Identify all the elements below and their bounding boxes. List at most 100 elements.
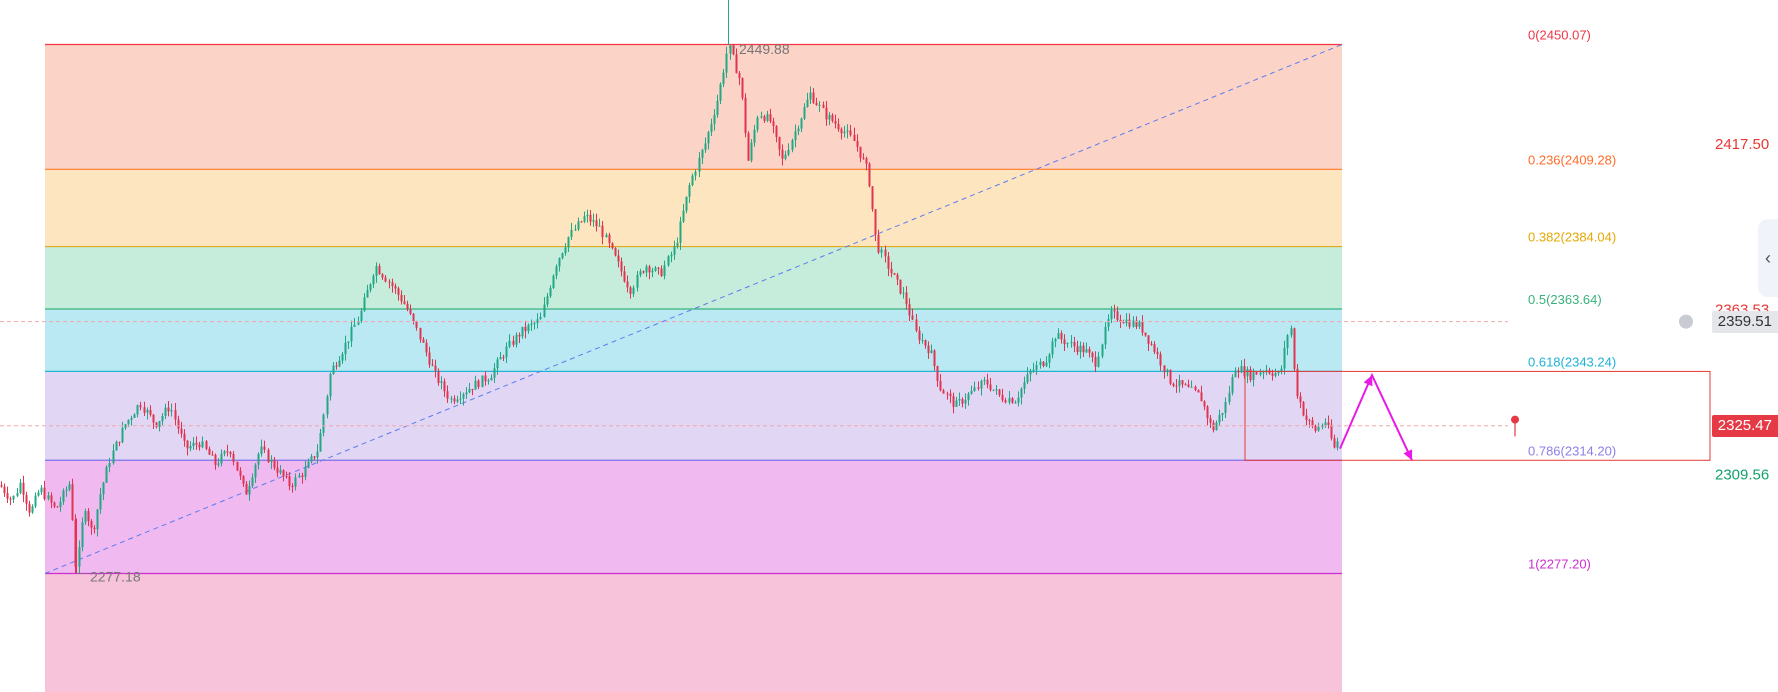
candle-body bbox=[434, 365, 437, 371]
candle-body bbox=[766, 114, 769, 121]
candle-body bbox=[756, 117, 759, 130]
candle-body bbox=[918, 330, 921, 341]
candle-body bbox=[391, 282, 394, 287]
candle-body bbox=[539, 316, 542, 320]
candle-body bbox=[465, 392, 468, 395]
candle-body bbox=[642, 271, 645, 273]
candle-body bbox=[626, 281, 629, 288]
candle-body bbox=[260, 446, 263, 454]
candle-body bbox=[288, 476, 291, 487]
candle-body bbox=[1017, 397, 1020, 403]
candle-body bbox=[1175, 385, 1178, 387]
candle-body bbox=[1045, 362, 1048, 367]
candle-body bbox=[530, 323, 533, 325]
candle-body bbox=[319, 432, 322, 452]
fib-label-0: 0(2450.07) bbox=[1528, 28, 1591, 43]
candle-body bbox=[1296, 368, 1299, 397]
candle-body bbox=[298, 475, 301, 478]
candle-body bbox=[28, 503, 31, 513]
candle-body bbox=[791, 140, 794, 150]
candle-body bbox=[983, 379, 986, 381]
candle-body bbox=[1051, 341, 1054, 355]
candle-body bbox=[527, 324, 530, 332]
candle-body bbox=[1218, 414, 1221, 423]
candle-body bbox=[263, 446, 266, 450]
candle-body bbox=[353, 324, 356, 327]
candle-body bbox=[508, 340, 511, 347]
candle-body bbox=[1097, 356, 1100, 367]
candle-body bbox=[1311, 420, 1314, 426]
candle-body bbox=[68, 484, 71, 490]
candle-body bbox=[1094, 357, 1097, 367]
candle-body bbox=[316, 451, 319, 458]
candle-body bbox=[921, 340, 924, 342]
candle-body bbox=[146, 409, 149, 413]
candle-body bbox=[567, 237, 570, 248]
candle-body bbox=[815, 102, 818, 106]
candle-body bbox=[1237, 370, 1240, 373]
collapse-panel-button[interactable]: ‹ bbox=[1758, 219, 1778, 297]
candle-body bbox=[1029, 370, 1032, 375]
candle-body bbox=[12, 495, 15, 500]
fib-band-0.618 bbox=[45, 371, 1342, 461]
candle-body bbox=[586, 214, 589, 217]
candle-body bbox=[856, 141, 859, 147]
candle-body bbox=[797, 128, 800, 132]
candle-body bbox=[1212, 422, 1215, 431]
candle-body bbox=[1147, 335, 1150, 344]
candle-body bbox=[732, 45, 735, 55]
candle-body bbox=[1271, 373, 1274, 376]
candle-body bbox=[347, 341, 350, 343]
candle-body bbox=[372, 275, 375, 285]
high-price-label: 2449.88 bbox=[739, 41, 790, 57]
candle-body bbox=[47, 495, 50, 499]
candle-body bbox=[422, 339, 425, 343]
candle-body bbox=[375, 266, 378, 276]
candle-body bbox=[440, 381, 443, 383]
candle-body bbox=[670, 254, 673, 257]
candle-body bbox=[515, 334, 518, 345]
candle-body bbox=[880, 249, 883, 253]
candle-body bbox=[716, 100, 719, 115]
candle-body bbox=[1221, 413, 1224, 415]
candle-body bbox=[794, 131, 797, 141]
candle-body bbox=[784, 154, 787, 159]
candle-body bbox=[1308, 420, 1311, 422]
candle-body bbox=[1280, 368, 1283, 372]
candle-body bbox=[812, 92, 815, 103]
candle-body bbox=[164, 407, 167, 416]
candle-body bbox=[62, 490, 65, 502]
candle-body bbox=[273, 459, 276, 468]
fib-label-0.382: 0.382(2384.04) bbox=[1528, 230, 1616, 245]
candle-body bbox=[713, 114, 716, 124]
candle-body bbox=[1079, 345, 1082, 353]
candle-body bbox=[995, 389, 998, 391]
candle-body bbox=[326, 396, 329, 415]
candle-body bbox=[31, 506, 34, 513]
candle-body bbox=[406, 303, 409, 310]
candle-body bbox=[1169, 369, 1172, 384]
candle-body bbox=[536, 319, 539, 324]
candle-body bbox=[1113, 310, 1116, 312]
candle-body bbox=[896, 274, 899, 280]
candle-body bbox=[1187, 384, 1190, 387]
candle-body bbox=[781, 149, 784, 159]
candle-body bbox=[601, 225, 604, 238]
candle-body bbox=[1054, 339, 1057, 342]
candle-body bbox=[533, 323, 536, 325]
candle-body bbox=[741, 78, 744, 98]
candle-body bbox=[750, 142, 753, 161]
candle-body bbox=[1042, 361, 1045, 367]
candle-body bbox=[1293, 328, 1296, 369]
candle-body bbox=[1283, 347, 1286, 369]
candle-body bbox=[825, 107, 828, 120]
candle-body bbox=[456, 399, 459, 402]
candle-body bbox=[37, 492, 40, 496]
candle-body bbox=[598, 225, 601, 227]
candle-body bbox=[577, 221, 580, 230]
candle-body bbox=[778, 137, 781, 150]
candle-body bbox=[1172, 383, 1175, 386]
candle-body bbox=[614, 248, 617, 256]
candle-body bbox=[0, 485, 3, 487]
